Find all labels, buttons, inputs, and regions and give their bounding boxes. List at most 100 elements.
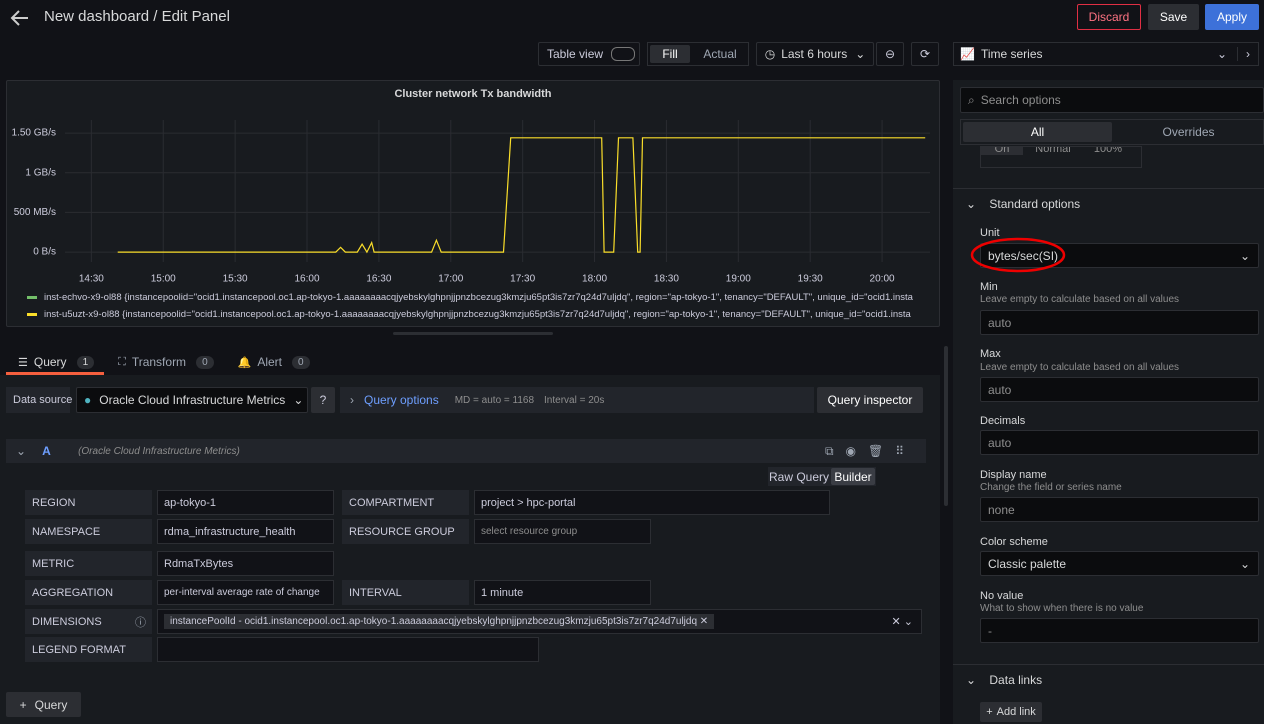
field-label: NAMESPACE (25, 519, 152, 544)
x-tick-label: 18:30 (654, 274, 679, 285)
y-tick-label: 1.50 GB/s (12, 128, 56, 139)
tab-label: Query (33, 355, 67, 369)
tab-icon: ☰ (18, 356, 28, 369)
max-input[interactable]: auto (980, 377, 1259, 402)
dimensions-label: DIMENSIONS (32, 615, 102, 628)
discard-button[interactable]: Discard (1077, 4, 1141, 30)
field-value[interactable]: RdmaTxBytes (157, 551, 334, 576)
add-query[interactable]: + Query (6, 692, 81, 717)
all-tab[interactable]: All (963, 122, 1112, 142)
x-tick-label: 19:30 (798, 274, 823, 285)
y-tick-label: 1 GB/s (25, 167, 56, 178)
add-query-label: Query (34, 697, 68, 712)
unit-select[interactable]: bytes/sec(SI) ⌄ (980, 243, 1259, 268)
viz-name: Time series (980, 47, 1043, 61)
partial-radio: On Normal 100% (980, 146, 1142, 168)
series-line (117, 137, 926, 254)
legend-label: inst-u5uzt-x9-ol88 {instancepoolid="ocid… (44, 309, 911, 320)
refresh[interactable]: ⟳ (911, 42, 939, 66)
add-link-label: Add link (996, 706, 1036, 718)
query-inspector[interactable]: Query inspector (817, 387, 923, 413)
tab[interactable]: ☰ Query 1 (6, 350, 106, 374)
overrides-tab[interactable]: Overrides (1162, 125, 1215, 139)
x-tick-label: 18:00 (582, 274, 607, 285)
option-label: Min (980, 281, 998, 293)
novalue-input[interactable]: - (980, 618, 1259, 643)
zoom-out[interactable]: ⊖ (876, 42, 904, 66)
tab[interactable]: ⛶ Transform 0 (106, 350, 226, 374)
color-select[interactable]: Classic palette ⌄ (980, 551, 1259, 576)
option-label: Decimals (980, 415, 1026, 427)
section-header[interactable]: ⌄ Standard options (966, 197, 1081, 211)
query-options[interactable]: › Query options MD = auto = 1168 Interval =… (340, 387, 814, 413)
decimals-input[interactable]: auto (980, 430, 1259, 455)
interval: Interval = 20s (544, 394, 605, 406)
scrollbar (944, 346, 948, 506)
help-button[interactable]: ? (311, 387, 335, 413)
unit-value: bytes/sec(SI) (988, 248, 1059, 263)
legend-item[interactable]: inst-echvo-x9-ol88 {instancepoolid="ocid… (27, 289, 935, 306)
radio-option[interactable]: 100% (1093, 146, 1123, 155)
fill-button[interactable]: Fill (650, 45, 690, 63)
raw-query[interactable]: Raw Query (768, 469, 830, 484)
x-tick-label: 14:30 (79, 274, 104, 285)
option-label: Max (980, 348, 1001, 360)
option-label: Display name (980, 469, 1047, 481)
field-placeholder[interactable]: select resource group (474, 519, 651, 544)
field-label: LEGEND FORMAT (25, 637, 152, 662)
legend-swatch (27, 313, 37, 316)
display-input[interactable]: none (980, 497, 1259, 522)
x-tick-label: 16:00 (294, 274, 319, 285)
builder[interactable]: Builder (831, 468, 875, 485)
field-label: AGGREGATION (25, 580, 152, 605)
tab-label: Alert (257, 355, 283, 369)
section-title: Standard options (989, 197, 1081, 211)
min-input[interactable]: auto (980, 310, 1259, 335)
legend-format-input[interactable] (157, 637, 539, 662)
section-header[interactable]: ⌄ Data links (966, 673, 1043, 687)
field-value[interactable]: 1 minute (474, 580, 651, 605)
field-value[interactable]: project > hpc-portal (474, 490, 830, 515)
radio-option[interactable]: On (981, 147, 1023, 155)
field-value[interactable]: ap-tokyo-1 (157, 490, 334, 515)
data-source-select[interactable]: ● Oracle Cloud Infrastructure Metrics ⌄ (76, 387, 308, 413)
search-options[interactable]: ⌕ Search options (960, 87, 1264, 113)
save-button[interactable]: Save (1148, 4, 1199, 30)
tab-icon: 🔔 (237, 356, 252, 369)
splitter[interactable] (393, 332, 553, 335)
table-view-toggle[interactable]: Table view (538, 42, 640, 66)
red-ellipse (970, 237, 1066, 273)
back-arrow[interactable] (10, 8, 30, 28)
panel: Cluster network Tx bandwidth 0 B/s 500 MB… (6, 80, 940, 327)
legend-item[interactable]: inst-u5uzt-x9-ol88 {instancepoolid="ocid… (27, 306, 935, 323)
switch (611, 47, 636, 61)
tab[interactable]: 🔔 Alert 0 (226, 350, 322, 374)
time-range: Last 6 hours (781, 47, 848, 61)
x-tick-label: 17:00 (438, 274, 463, 285)
viz-picker[interactable]: 📈 Time series ⌄ › (953, 42, 1259, 66)
actual-button[interactable]: Actual (703, 47, 737, 61)
apply-button[interactable]: Apply (1205, 4, 1259, 30)
field-label: DIMENSIONS ⓘ (25, 609, 152, 634)
tabs: ☰ Query 1 ⛶ Transform 0 🔔 Alert 0 (6, 350, 322, 374)
tab-label: Transform (131, 355, 187, 369)
option-desc: Change the field or series name (980, 482, 1122, 493)
option-label: Color scheme (980, 536, 1048, 548)
dimensions-select[interactable]: instancePoolId - ocid1.instancepool.oc1.… (157, 609, 922, 634)
y-tick-label: 500 MB/s (14, 207, 56, 218)
query-area (0, 375, 940, 724)
page-title: New dashboard / Edit Panel (44, 8, 230, 25)
time-picker[interactable]: ◷ Last 6 hours ⌄ (756, 42, 874, 66)
tab-count: 0 (196, 355, 214, 369)
color-value: Classic palette (988, 556, 1067, 571)
add-link[interactable]: + Add link (980, 702, 1042, 722)
radio-option[interactable]: Normal (1035, 146, 1071, 155)
search-placeholder: Search options (980, 93, 1061, 107)
field-value[interactable]: per-interval average rate of change (157, 580, 334, 605)
query-source: (Oracle Cloud Infrastructure Metrics) (78, 445, 240, 457)
divider (953, 664, 1264, 665)
y-tick-label: 0 B/s (33, 247, 56, 258)
field-value[interactable]: rdma_infrastructure_health (157, 519, 334, 544)
options-tabs: All Overrides (960, 119, 1264, 145)
query-actions[interactable]: ⧉◉🗑⠿ (824, 443, 916, 458)
